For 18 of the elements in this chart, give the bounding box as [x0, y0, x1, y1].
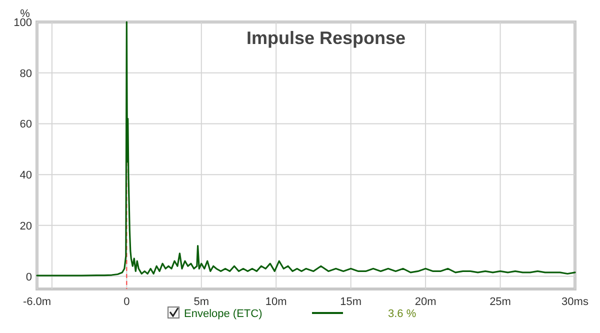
y-tick-label: 100 — [14, 17, 32, 29]
y-tick-label: 0 — [26, 271, 32, 284]
y-tick-label: 80 — [20, 68, 32, 80]
x-tick-label: 0 — [124, 296, 130, 308]
x-tick-label: 20m — [414, 296, 436, 308]
x-tick-label: 15m — [340, 296, 362, 308]
x-tick-label: 30ms — [562, 296, 589, 308]
x-tick-label: 10m — [265, 296, 287, 308]
y-tick-label: 40 — [20, 170, 32, 182]
y-axis-title: % — [20, 8, 30, 20]
text: 3.6 % — [388, 308, 416, 320]
x-tick-label: 5m — [194, 296, 210, 308]
y-tick-label: 60 — [20, 118, 32, 131]
x-tick-label: 25m — [490, 296, 511, 308]
chart-title: Impulse Response — [246, 28, 406, 48]
x-tick-label: -6.0m — [22, 296, 52, 308]
text: Envelope (ETC) — [184, 308, 262, 320]
y-tick-label: 20 — [20, 220, 32, 232]
